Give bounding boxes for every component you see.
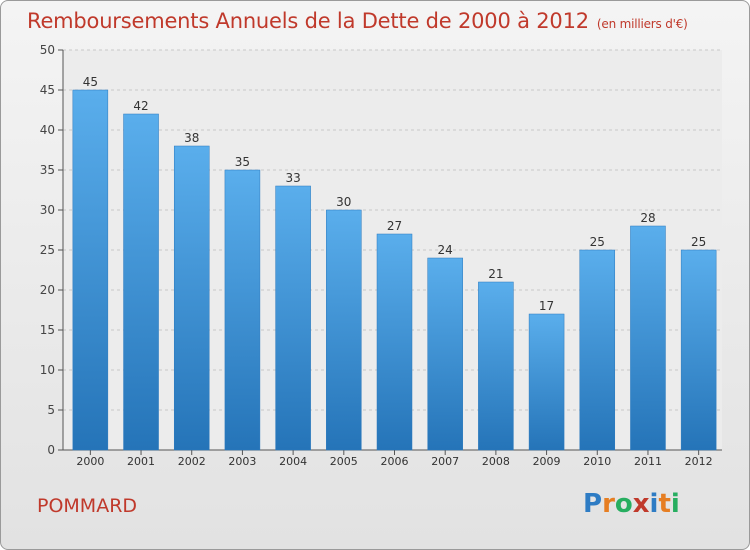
bar-2001 — [123, 113, 159, 451]
logo-letter: P — [583, 489, 603, 519]
logo-letter: i — [670, 489, 680, 519]
bar-2008 — [478, 281, 514, 451]
x-tick-label: 2005 — [330, 455, 358, 468]
x-tick-label: 2002 — [178, 455, 206, 468]
bar-2011 — [630, 225, 666, 451]
data-label: 27 — [387, 219, 402, 233]
chart-title: Remboursements Annuels de la Dette de 20… — [27, 9, 688, 33]
bar-2012 — [680, 249, 717, 451]
x-tick-label: 2011 — [634, 455, 662, 468]
x-tick-label: 2003 — [228, 455, 256, 468]
proxiti-logo: Proxiti — [583, 489, 680, 519]
x-tick-label: 2008 — [482, 455, 510, 468]
bar-2000 — [72, 89, 109, 451]
data-label: 33 — [285, 171, 300, 185]
data-label: 35 — [235, 155, 250, 169]
data-label: 42 — [133, 99, 148, 113]
y-tick-label: 25 — [40, 243, 55, 257]
data-label: 38 — [184, 131, 199, 145]
x-tick-label: 2001 — [127, 455, 155, 468]
data-label: 25 — [691, 235, 706, 249]
bar-2003 — [224, 169, 261, 451]
bar-2006 — [376, 233, 413, 451]
bar-2007 — [427, 257, 463, 451]
bar-2004 — [275, 185, 311, 451]
data-label: 25 — [590, 235, 605, 249]
data-label: 21 — [488, 267, 503, 281]
town-name: POMMARD — [37, 495, 138, 517]
bar-2010 — [579, 249, 616, 451]
x-tick-label: 2006 — [381, 455, 409, 468]
logo-letter: r — [602, 489, 615, 519]
y-tick-label: 50 — [40, 43, 55, 57]
bar-2002 — [173, 145, 210, 451]
bar-2005 — [326, 209, 362, 451]
y-tick-label: 10 — [40, 363, 55, 377]
logo-letter: x — [632, 489, 650, 519]
logo-letter: o — [614, 489, 633, 519]
y-tick-label: 0 — [47, 443, 55, 457]
data-label: 17 — [539, 299, 554, 313]
bar-2009 — [528, 313, 565, 451]
x-tick-label: 2010 — [583, 455, 611, 468]
x-tick-label: 2009 — [533, 455, 561, 468]
data-label: 24 — [438, 243, 453, 257]
y-tick-label: 5 — [47, 403, 55, 417]
y-tick-label: 20 — [40, 283, 55, 297]
x-tick-label: 2004 — [279, 455, 307, 468]
y-tick-label: 45 — [40, 83, 55, 97]
y-tick-label: 30 — [40, 203, 55, 217]
chart-subtitle: (en milliers d'€) — [596, 17, 688, 31]
logo-letter: t — [658, 489, 671, 519]
y-tick-label: 35 — [40, 163, 55, 177]
data-label: 28 — [640, 211, 655, 225]
y-tick-label: 40 — [40, 123, 55, 137]
x-tick-label: 2012 — [685, 455, 713, 468]
data-label: 45 — [83, 75, 98, 89]
x-tick-label: 2007 — [431, 455, 459, 468]
x-tick-label: 2000 — [76, 455, 104, 468]
logo-letter: i — [649, 489, 659, 519]
data-label: 30 — [336, 195, 351, 209]
y-tick-label: 15 — [40, 323, 55, 337]
